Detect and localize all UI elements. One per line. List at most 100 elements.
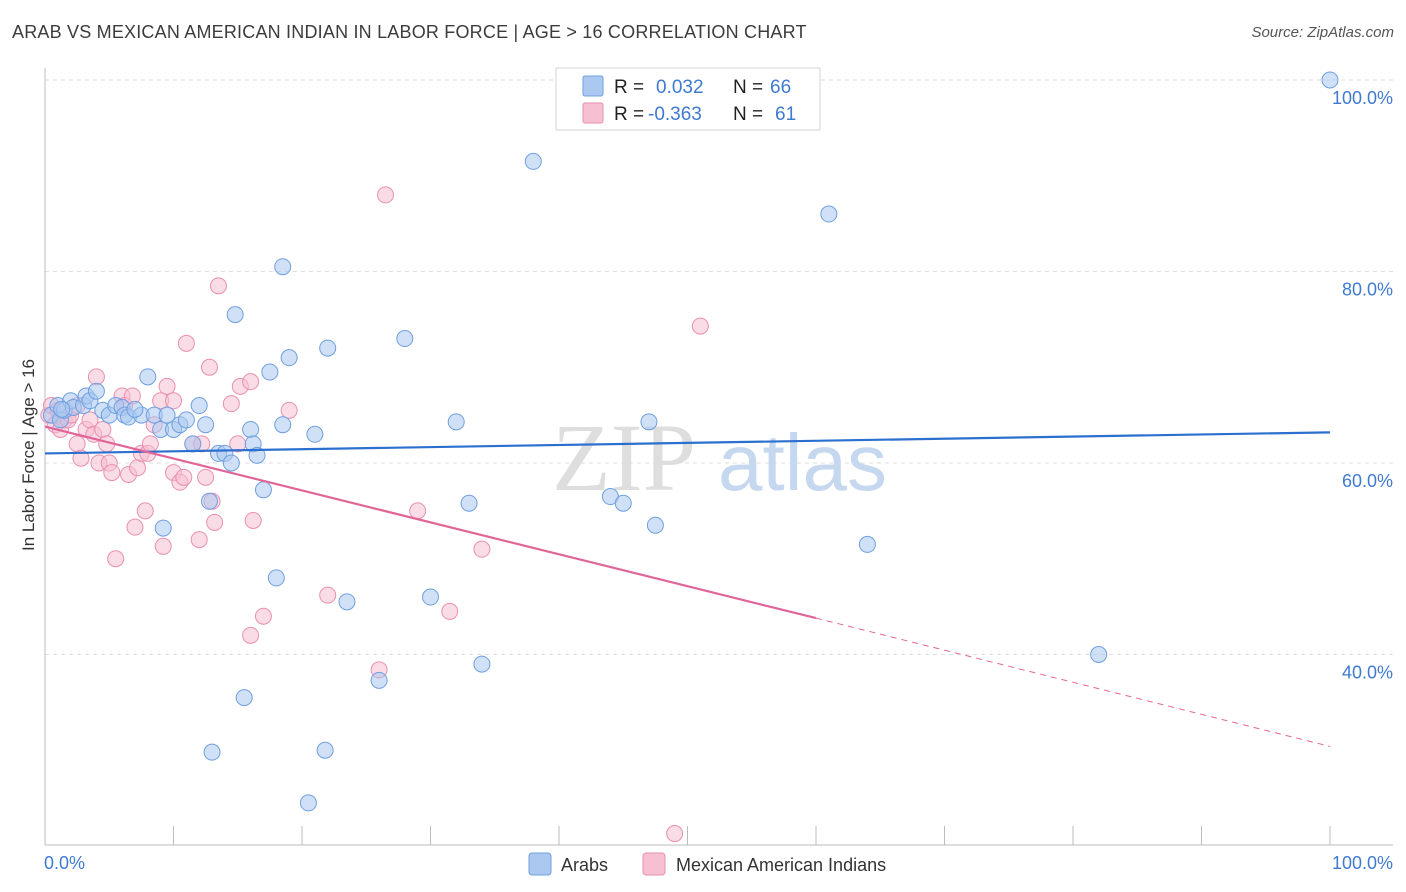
watermark: ZIP atlas — [552, 404, 887, 511]
arab-point — [316, 741, 334, 759]
arab-point — [139, 368, 157, 386]
y-tick-label: 40.0% — [1342, 663, 1393, 683]
arab-trend-line — [44, 431, 1331, 455]
y-axis-label: In Labor Force | Age > 16 — [19, 359, 38, 551]
legend-n-label-mexican-american-indians: N = — [733, 104, 763, 125]
arab-point — [53, 400, 71, 418]
mexican-american-indian-point — [222, 395, 240, 413]
mexican-american-indian-point — [197, 468, 215, 486]
mexican-american-indian-point — [165, 392, 182, 410]
legend-n-value-arabs: 66 — [770, 77, 791, 98]
mexican-american-indian-point — [175, 468, 193, 486]
mexican-american-indian-point — [242, 626, 260, 644]
series-legend: Arabs Mexican American Indians — [528, 852, 886, 876]
arab-point — [158, 406, 176, 424]
axes — [44, 68, 1393, 846]
arab-point — [177, 411, 195, 429]
mexican-american-indian-point — [209, 277, 227, 295]
mexican-american-indian-point — [441, 602, 459, 620]
trend-lines — [44, 425, 1331, 747]
mexican-american-indian-point — [158, 377, 176, 395]
arab-point — [1090, 646, 1108, 663]
arab-point — [319, 339, 337, 357]
arab-point — [254, 481, 272, 499]
legend-n-value-mexican-american-indians: 61 — [775, 104, 796, 125]
arab-point — [226, 306, 244, 324]
mexican-american-indian-point — [377, 186, 395, 204]
mexican-american-indian-point — [177, 334, 195, 352]
tick-labels: 40.0% 60.0% 80.0% 100.0% 0.0% 100.0% — [44, 88, 1393, 873]
mexican-american-indian-point — [94, 420, 112, 438]
arab-point — [370, 671, 388, 689]
mexican-american-indian-point — [254, 607, 272, 625]
arab-point — [190, 397, 208, 415]
mexican-american-indian-point — [87, 368, 105, 386]
bottom-legend-label-arabs: Arabs — [561, 855, 608, 875]
arab-point — [235, 689, 253, 707]
arab-point — [646, 516, 664, 534]
correlation-legend: R = 0.032 N = 66 R = -0.363 N = 61 — [555, 67, 821, 131]
arab-point — [460, 494, 478, 512]
arab-point — [267, 569, 285, 587]
arab-point — [154, 519, 172, 537]
mexican-american-indian-trend-extension — [815, 617, 1331, 747]
gridlines — [45, 79, 1393, 655]
arab-point — [200, 492, 218, 510]
x-tick-label-min: 0.0% — [44, 853, 85, 873]
source-label: Source: ZipAtlas.com — [1251, 24, 1394, 41]
watermark-zip: ZIP — [552, 404, 696, 511]
mexican-american-indian-point — [126, 518, 144, 536]
watermark-atlas: atlas — [718, 418, 887, 507]
mexican-american-indian-point — [691, 317, 709, 335]
mexican-american-indian-point — [280, 401, 298, 419]
mexican-american-indian-point — [103, 464, 121, 482]
legend-r-label-arabs: R = — [614, 77, 644, 98]
legend-r-label-mexican-american-indians: R = — [614, 104, 644, 125]
mexican-american-indian-point — [107, 550, 125, 568]
mexican-american-indian-points — [40, 186, 709, 843]
arab-point — [524, 152, 542, 170]
arab-point — [422, 588, 439, 606]
arab-point — [274, 416, 292, 434]
mexican-american-indian-point — [136, 502, 154, 520]
mexican-american-indian-point — [244, 511, 262, 529]
arab-point — [222, 454, 240, 472]
legend-n-label-arabs: N = — [733, 77, 763, 98]
chart-title: ARAB VS MEXICAN AMERICAN INDIAN IN LABOR… — [12, 22, 807, 42]
mexican-american-indian-point — [666, 825, 684, 843]
bottom-legend-swatch-mexican-american-indians — [642, 852, 666, 876]
arab-point — [242, 420, 260, 438]
mexican-american-indian-point — [190, 531, 208, 549]
mexican-american-indian-point — [68, 435, 86, 453]
arab-point — [197, 416, 215, 434]
legend-r-value-mexican-american-indians: -0.363 — [648, 104, 702, 125]
legend-swatch-arabs — [582, 75, 604, 97]
arab-point — [820, 205, 838, 223]
mexican-american-indian-point — [129, 459, 147, 477]
mexican-american-indian-point — [206, 513, 224, 531]
mexican-american-indian-trend-line — [44, 425, 817, 620]
y-tick-label: 100.0% — [1332, 88, 1393, 108]
arab-point — [299, 794, 317, 812]
arab-point — [447, 413, 465, 431]
mexican-american-indian-point — [141, 435, 159, 453]
arab-point — [1321, 71, 1339, 89]
y-tick-label: 80.0% — [1342, 280, 1393, 300]
arab-point — [614, 494, 632, 512]
arab-point — [203, 743, 221, 761]
mexican-american-indian-point — [72, 449, 90, 467]
mexican-american-indian-point — [409, 502, 427, 520]
mexican-american-indian-point — [200, 358, 218, 376]
bottom-legend-swatch-arabs — [528, 852, 552, 876]
legend-swatch-mexican-american-indians — [582, 102, 604, 124]
mexican-american-indian-point — [319, 586, 337, 604]
arab-point — [640, 413, 658, 431]
mexican-american-indian-point — [242, 373, 260, 391]
arab-point — [184, 435, 202, 453]
arab-point — [338, 593, 356, 611]
y-tick-label: 60.0% — [1342, 471, 1393, 491]
legend-r-value-arabs: 0.032 — [656, 77, 704, 98]
arab-point — [858, 535, 876, 553]
mexican-american-indian-point — [473, 540, 491, 558]
